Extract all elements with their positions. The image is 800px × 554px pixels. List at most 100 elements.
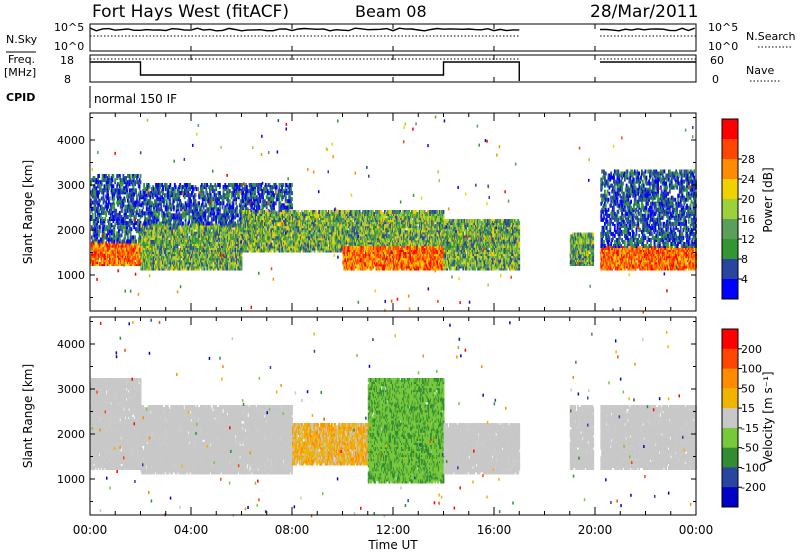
echo-cell bbox=[121, 243, 124, 248]
echo-cell bbox=[160, 221, 163, 226]
echo-cell bbox=[196, 223, 199, 228]
echo-cell bbox=[136, 257, 138, 262]
echo-cell bbox=[104, 227, 107, 232]
echo-cell bbox=[246, 189, 249, 194]
echo-cell bbox=[162, 219, 164, 224]
echo-cell bbox=[117, 217, 119, 221]
echo-cell bbox=[99, 206, 102, 211]
echo-cell bbox=[210, 260, 213, 265]
echo-cell bbox=[114, 255, 117, 260]
echo-cell bbox=[116, 188, 118, 193]
echo-cell bbox=[114, 212, 117, 217]
echo-cell bbox=[159, 191, 162, 196]
echo-cell bbox=[105, 174, 108, 178]
echo-cell bbox=[154, 260, 157, 265]
echo-cell bbox=[132, 210, 135, 215]
echo-cell bbox=[145, 183, 148, 187]
echo-cell bbox=[150, 239, 153, 244]
echo-cell bbox=[210, 225, 213, 230]
echo-cell bbox=[262, 199, 264, 204]
echo-cell bbox=[98, 215, 100, 219]
echo-cell bbox=[210, 203, 213, 208]
echo-cell bbox=[169, 252, 172, 257]
echo-cell bbox=[99, 212, 101, 217]
echo-cell bbox=[136, 198, 138, 203]
echo-cell bbox=[182, 221, 184, 226]
echo-cell bbox=[219, 237, 222, 242]
echo-cell bbox=[110, 184, 113, 189]
echo-cell bbox=[98, 233, 100, 238]
echo-cell bbox=[134, 262, 136, 266]
echo-cell bbox=[164, 237, 167, 242]
echo-cell bbox=[182, 185, 184, 190]
echo-cell bbox=[145, 225, 148, 230]
echo-cell bbox=[134, 180, 136, 185]
echo-cell bbox=[105, 212, 108, 217]
echo-cell bbox=[126, 188, 128, 193]
echo-cell bbox=[146, 217, 149, 222]
echo-cell bbox=[182, 252, 185, 257]
echo-cell bbox=[174, 185, 177, 190]
echo-cell bbox=[177, 203, 180, 208]
echo-cell bbox=[145, 185, 148, 190]
echo-cell bbox=[163, 217, 166, 222]
beam-title: Beam 08 bbox=[355, 2, 427, 21]
echo-cell bbox=[128, 188, 131, 193]
echo-cell bbox=[190, 242, 192, 246]
echo-cell bbox=[215, 233, 218, 238]
echo-cell bbox=[138, 229, 141, 234]
echo-cell bbox=[209, 260, 212, 265]
echo-cell bbox=[188, 215, 191, 220]
echo-cell bbox=[200, 233, 203, 238]
echo-cell bbox=[133, 225, 136, 230]
echo-cell bbox=[169, 264, 172, 269]
echo-cell bbox=[173, 252, 176, 257]
echo-cell bbox=[114, 180, 117, 185]
echo-cell bbox=[179, 221, 182, 226]
echo-cell bbox=[228, 215, 230, 220]
echo-cell bbox=[99, 219, 102, 223]
echo-cell bbox=[98, 202, 100, 207]
echo-cell bbox=[209, 264, 212, 269]
echo-cell bbox=[169, 235, 172, 240]
echo-cell bbox=[224, 229, 227, 234]
echo-cell bbox=[118, 229, 120, 234]
echo-cell bbox=[145, 217, 148, 222]
echo-cell bbox=[132, 200, 135, 205]
echo-cell bbox=[139, 180, 142, 185]
echo-cell bbox=[130, 212, 133, 217]
echo-cell bbox=[136, 219, 139, 223]
echo-cell bbox=[182, 233, 185, 238]
echo-cell bbox=[111, 192, 114, 197]
echo-cell bbox=[265, 185, 268, 190]
echo-cell bbox=[164, 256, 167, 261]
echo-cell bbox=[95, 237, 98, 242]
echo-cell bbox=[163, 197, 166, 202]
echo-cell bbox=[204, 213, 207, 218]
echo-cell bbox=[156, 207, 159, 212]
echo-cell bbox=[237, 237, 239, 242]
echo-cell bbox=[182, 256, 185, 261]
echo-cell bbox=[209, 235, 212, 240]
echo-cell bbox=[200, 229, 203, 234]
echo-cell bbox=[179, 199, 182, 204]
echo-cell bbox=[119, 184, 122, 189]
echo-cell bbox=[147, 246, 150, 250]
echo-cell bbox=[125, 210, 127, 215]
echo-cell bbox=[182, 231, 185, 236]
echo-cell bbox=[99, 186, 102, 191]
echo-cell bbox=[91, 255, 94, 260]
echo-cell bbox=[196, 252, 199, 257]
echo-cell bbox=[107, 219, 109, 223]
echo-cell bbox=[150, 201, 153, 206]
echo-cell bbox=[122, 202, 125, 207]
cpid-label: CPID bbox=[6, 91, 35, 104]
echo-cell bbox=[161, 183, 163, 187]
echo-cell bbox=[200, 193, 203, 198]
echo-cell bbox=[219, 221, 222, 226]
echo-cell bbox=[107, 188, 109, 193]
echo-cell bbox=[194, 193, 197, 198]
echo-cell bbox=[163, 201, 165, 206]
echo-cell bbox=[179, 256, 182, 261]
echo-cell bbox=[215, 252, 218, 257]
